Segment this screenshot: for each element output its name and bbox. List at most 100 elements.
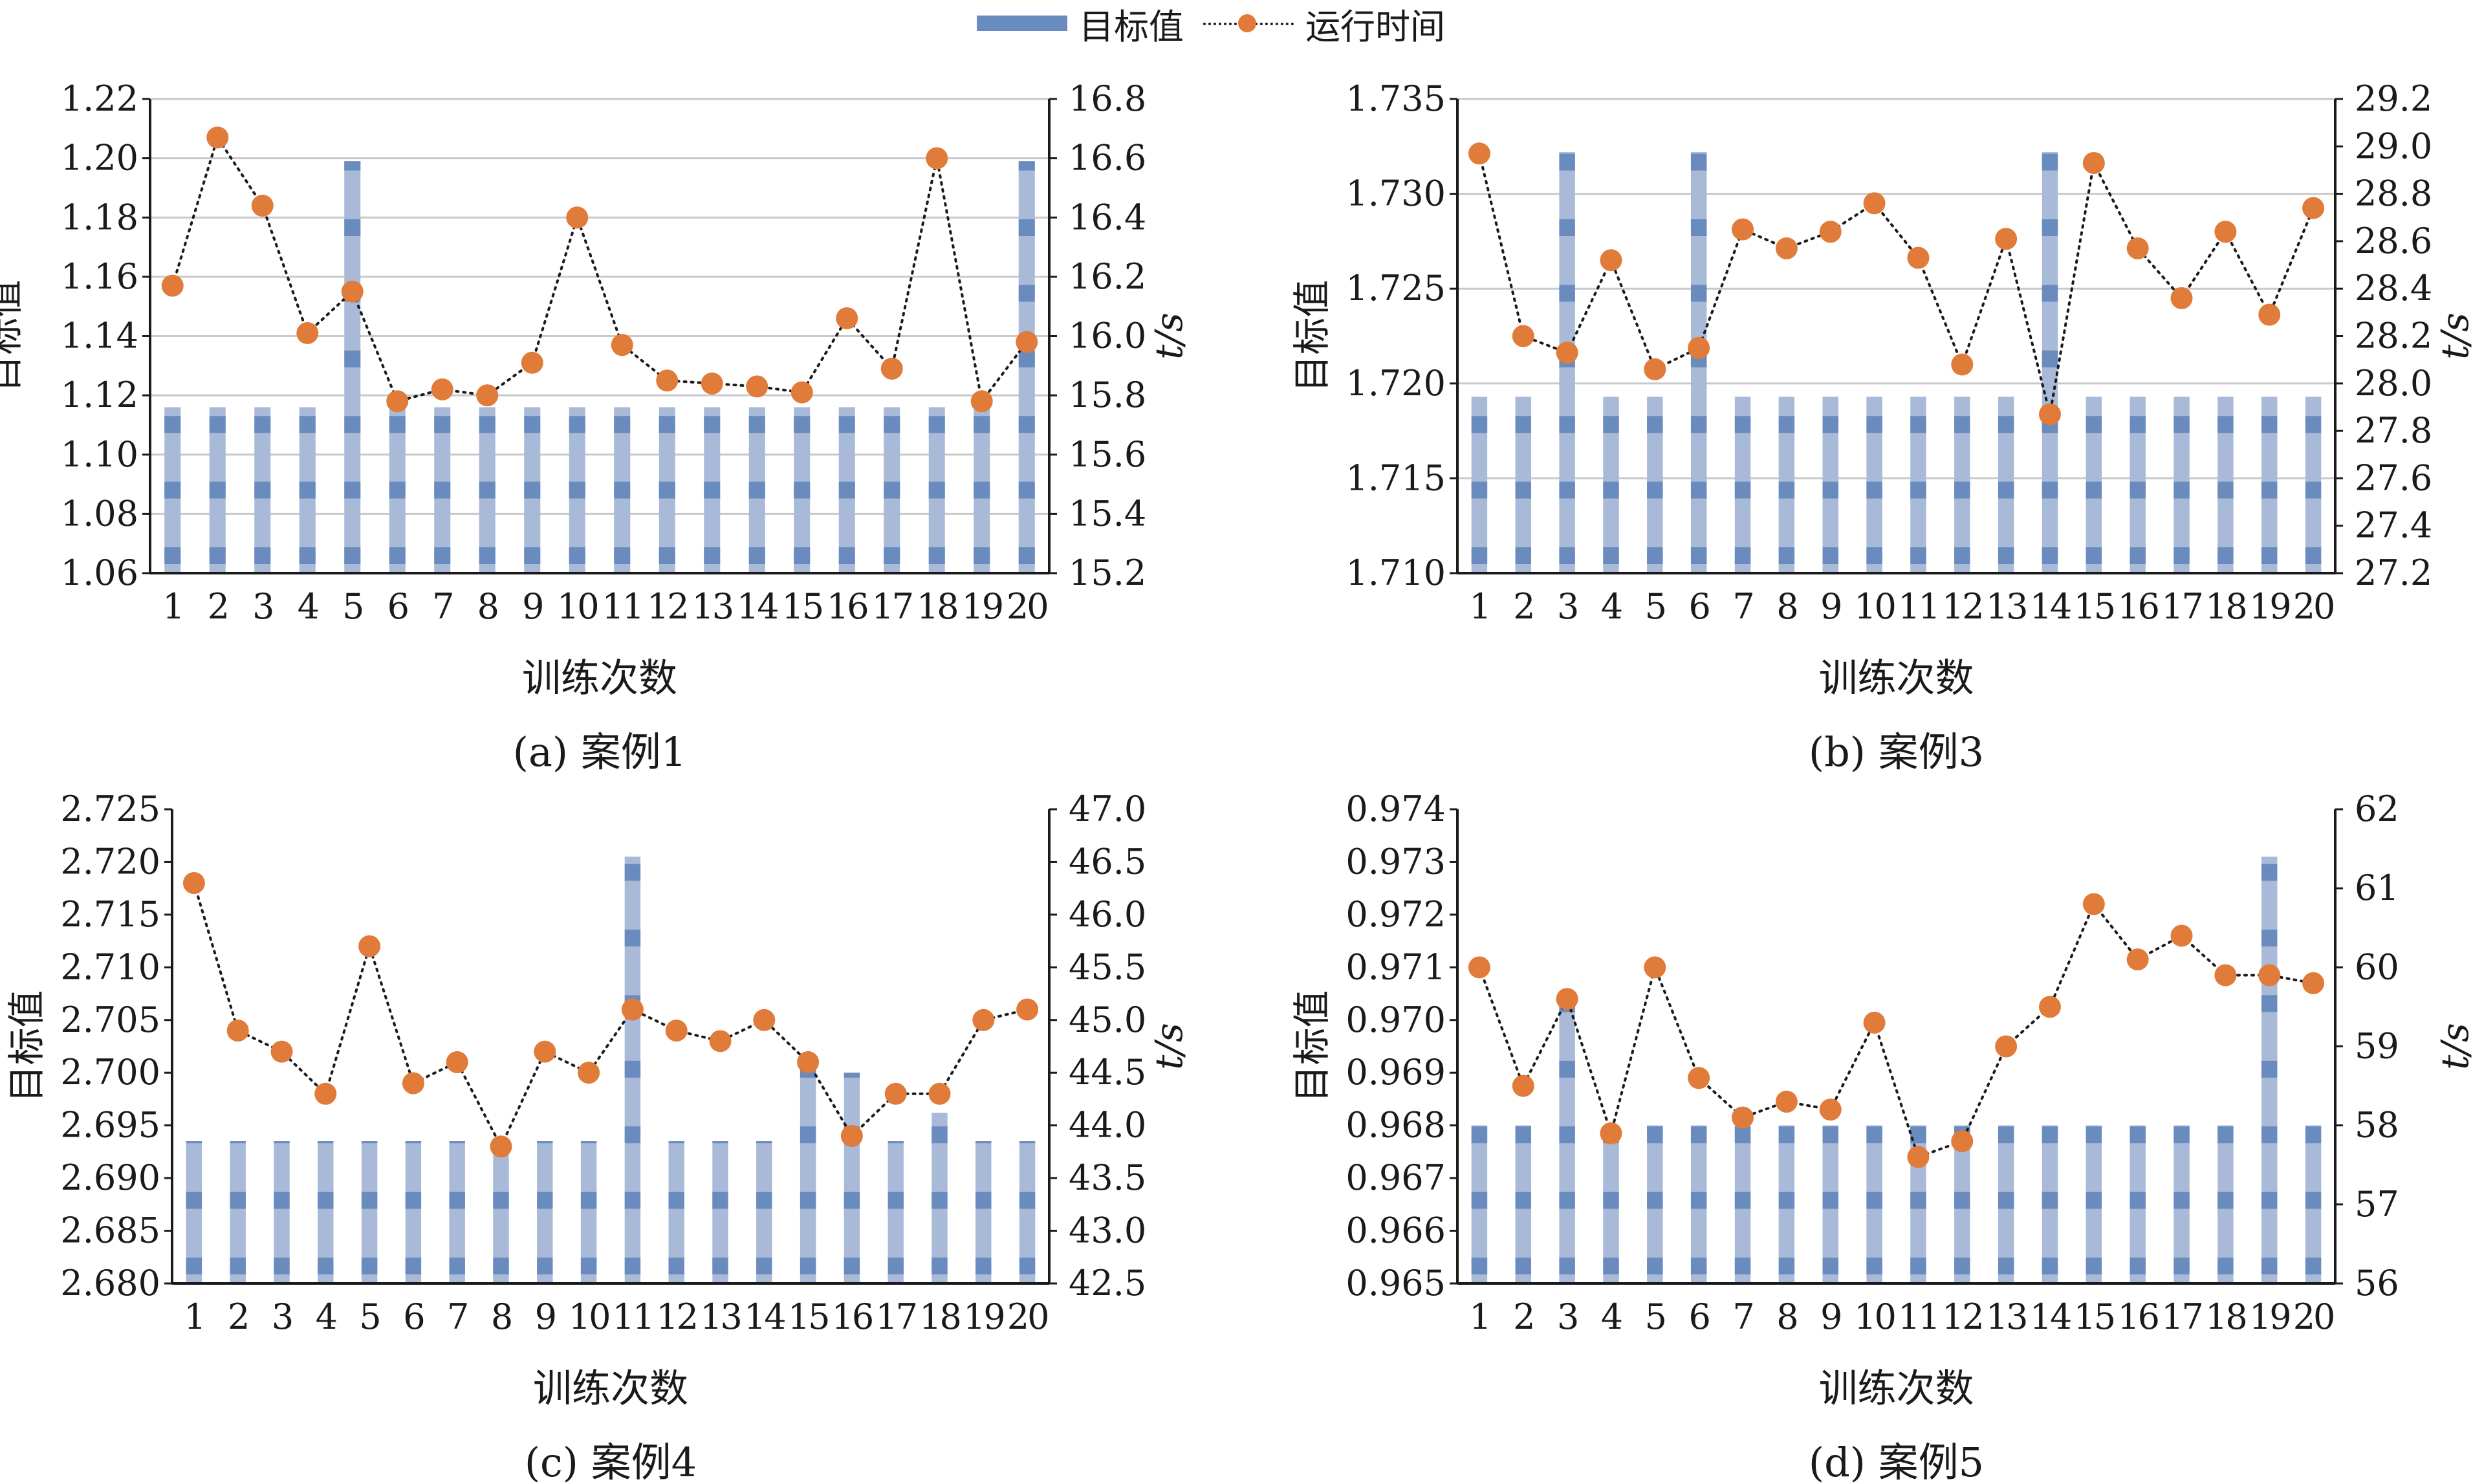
bar-7	[1734, 1125, 1751, 1283]
bar-band	[2261, 1192, 2278, 1209]
bar-band	[1734, 547, 1751, 564]
x-tick-label: 13	[700, 1296, 741, 1337]
y-axis-title: 目标值	[1290, 990, 1334, 1102]
bar-band	[344, 350, 361, 367]
bar-band	[2217, 416, 2234, 433]
left-tick-label: 2.690	[60, 1157, 160, 1198]
bar-band	[1559, 285, 1575, 302]
bar-band	[1910, 416, 1926, 433]
bar-band	[712, 1192, 728, 1209]
bar-2	[230, 1141, 246, 1283]
left-tick-label: 2.725	[60, 789, 160, 829]
runtime-point-18	[926, 147, 948, 169]
bar-14	[2042, 1125, 2058, 1283]
x-tick-label: 5	[359, 1296, 379, 1337]
bar-band	[884, 416, 900, 433]
bar-14	[2042, 152, 2058, 573]
left-tick-label: 2.700	[60, 1052, 160, 1093]
chart-panel-4: 0.965 0.966 0.967 0.968 0.969 0.970 0.971 0.972…	[1290, 789, 2473, 1484]
bar-19	[974, 407, 990, 573]
bar-band	[748, 416, 765, 433]
bar-band	[2305, 1192, 2322, 1209]
right-tick-label: 58	[2355, 1105, 2399, 1146]
bar-band	[2261, 930, 2278, 946]
x-tick-label: 7	[1732, 1296, 1752, 1337]
bar-band	[1822, 547, 1838, 564]
bar-band	[668, 1192, 684, 1209]
runtime-point-16	[2126, 237, 2149, 259]
bar-band	[1559, 481, 1575, 499]
bar-band	[209, 416, 226, 433]
bar-band	[1866, 416, 1882, 433]
bar-band	[1866, 1258, 1882, 1274]
bar-band	[2173, 1126, 2190, 1144]
runtime-point-6	[1688, 1067, 1710, 1089]
bar-band	[1998, 1258, 2014, 1274]
bar-band	[928, 481, 945, 499]
x-tick-label: 18	[917, 586, 957, 627]
x-tick-label: 17	[871, 586, 912, 627]
runtime-point-5	[341, 280, 364, 303]
bar-11	[614, 407, 631, 573]
bar-band	[2042, 547, 2058, 564]
bar-band	[704, 416, 721, 433]
bar-band	[1778, 1258, 1795, 1274]
runtime-point-4	[296, 322, 319, 344]
bar-band	[2217, 481, 2234, 499]
bar-15	[2086, 1125, 2102, 1283]
bar-band	[344, 481, 361, 499]
bar-band	[1734, 1258, 1751, 1274]
x-tick-label: 17	[2161, 1296, 2202, 1337]
bar-band	[1515, 1258, 1531, 1274]
y2-axis-title: t/s	[1147, 1023, 1191, 1070]
bar-7	[434, 407, 451, 573]
runtime-point-3	[1556, 988, 1578, 1010]
x-tick-label: 9	[535, 1296, 555, 1337]
x-tick-label: 3	[272, 1296, 292, 1337]
right-tick-label: 28.8	[2355, 173, 2432, 214]
bar-band	[1690, 153, 1707, 171]
bar-band	[1734, 1192, 1751, 1209]
runtime-point-11	[611, 334, 633, 356]
bar-body	[844, 1073, 860, 1283]
bar-band	[838, 416, 855, 433]
bar-band	[434, 547, 451, 564]
bar-band	[838, 481, 855, 499]
x-tick-label: 9	[522, 586, 542, 627]
bar-band	[1471, 416, 1488, 433]
bar-band	[1866, 1192, 1882, 1209]
bar-band	[1998, 1192, 2014, 1209]
bar-band	[389, 481, 406, 499]
bar-band	[2173, 481, 2190, 499]
y2-axis-title: t/s	[1147, 312, 1191, 360]
bar-band	[1690, 547, 1707, 564]
runtime-point-20	[1016, 998, 1039, 1021]
bar-body	[800, 1060, 816, 1283]
bar-band	[2042, 285, 2058, 302]
bar-band	[2217, 1192, 2234, 1209]
bar-band	[1559, 547, 1575, 564]
left-tick-label: 2.695	[60, 1105, 160, 1146]
bar-band	[389, 547, 406, 564]
bar-band	[274, 1141, 290, 1144]
right-tick-label: 27.6	[2355, 457, 2432, 498]
runtime-point-19	[2258, 964, 2281, 987]
right-tick-label: 16.8	[1069, 78, 1146, 119]
bar-6	[1690, 1125, 1707, 1283]
bar-band	[1734, 1126, 1751, 1144]
bar-band	[361, 1141, 378, 1144]
right-tick-label: 15.2	[1069, 552, 1146, 593]
bar-band	[1910, 1258, 1926, 1274]
bar-band	[230, 1192, 246, 1209]
bar-band	[1018, 547, 1035, 564]
bar-band	[1954, 1192, 1970, 1209]
runtime-point-12	[665, 1020, 688, 1042]
bar-band	[344, 547, 361, 564]
runtime-point-12	[1951, 353, 1974, 376]
bar-band	[1998, 547, 2014, 564]
left-tick-label: 0.966	[1345, 1210, 1446, 1251]
bar-10	[569, 407, 585, 573]
right-tick-label: 61	[2355, 867, 2399, 908]
bar-band	[931, 1126, 948, 1144]
